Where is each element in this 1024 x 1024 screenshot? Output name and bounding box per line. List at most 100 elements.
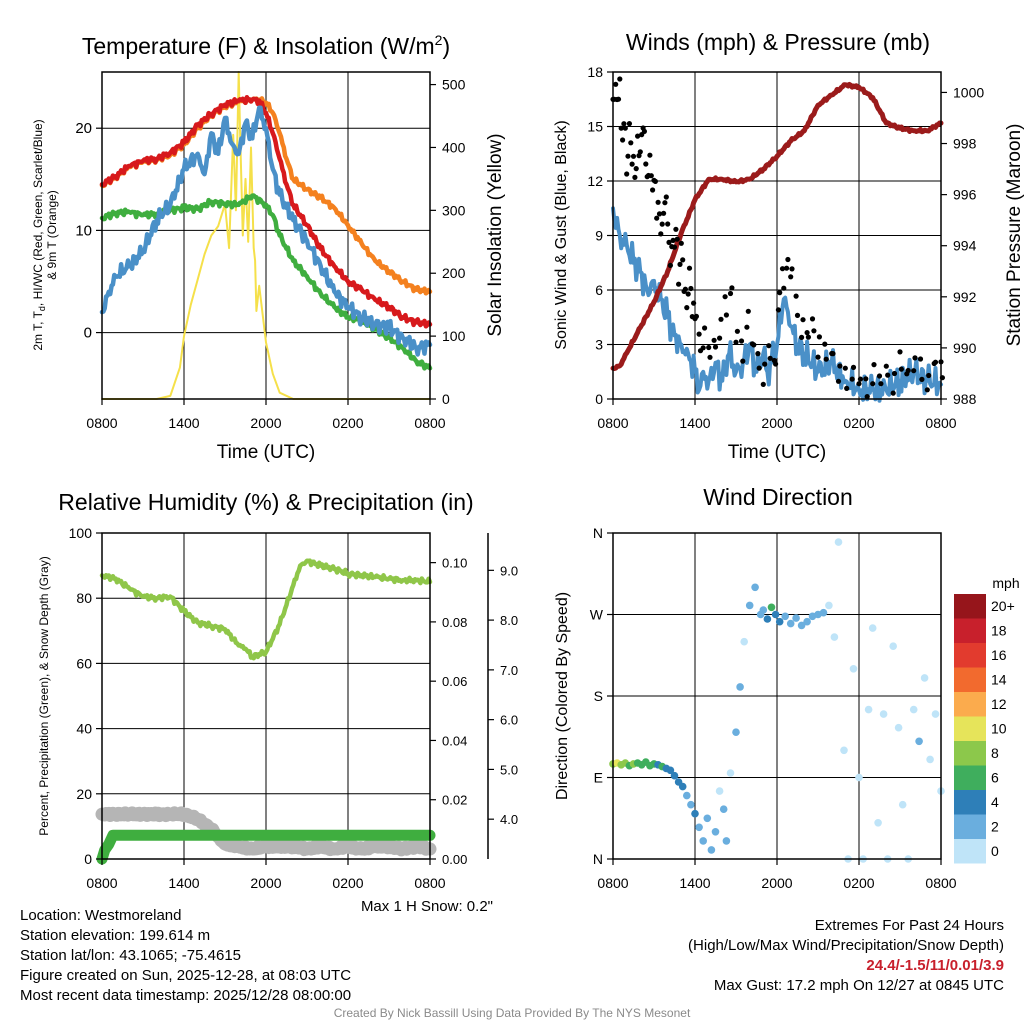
y-tick-label: 500 [442, 77, 466, 93]
temp-panel: Temperature (F) & Insolation (W/m2) 0800… [31, 32, 506, 463]
y-tick-label: 8.0 [500, 613, 518, 628]
gust-point [677, 261, 683, 267]
precip-line [96, 829, 436, 865]
y-tick-label: 996 [953, 187, 977, 203]
legend-swatch [954, 790, 986, 815]
dir-panel: Wind Direction 0800 1400 2000 0200 0800 N E S W… [554, 484, 1020, 891]
gust-point [788, 274, 794, 280]
x-tick-label: 0800 [414, 415, 445, 431]
rh-y-ticks: 0 20 40 60 80 100 [69, 525, 102, 867]
temp-y-ticks: 0 10 20 [75, 120, 102, 342]
direction-point [722, 837, 731, 845]
figure-created: Figure created on Sun, 2025-12-28, at 08… [20, 967, 352, 984]
gust-point [722, 294, 728, 300]
gust-point [723, 312, 730, 318]
legend-swatch [954, 692, 986, 717]
y-tick-label: W [590, 607, 604, 623]
extremes-subtitle: (High/Low/Max Wind/Precipitation/Snow De… [688, 937, 1004, 954]
direction-point [834, 538, 843, 546]
direction-point [931, 710, 940, 718]
direction-point [909, 705, 918, 714]
rh-y-label: Percent, Precipitation (Green), & Snow D… [37, 556, 51, 835]
gust-point [676, 281, 682, 287]
gust-point [762, 361, 768, 367]
recent-timestamp: Most recent data timestamp: 2025/12/28 0… [20, 987, 352, 1004]
y-tick-label: 6.0 [500, 713, 518, 728]
wind-series-layer [610, 76, 946, 403]
gust-point [890, 390, 896, 396]
gust-point [785, 256, 791, 263]
rh-y3-ticks: 4.0 5.0 6.0 7.0 8.0 9.0 [488, 563, 518, 827]
x-tick-label: 0200 [843, 415, 874, 431]
wind-x-ticks: 0800 1400 2000 0200 0800 [597, 399, 957, 431]
wind-y-ticks: 0 3 6 9 12 15 18 [587, 64, 613, 407]
direction-point [719, 805, 728, 813]
gust-point [849, 376, 855, 382]
gust-point [717, 335, 723, 341]
gust-point [917, 356, 924, 362]
gust-point [800, 317, 806, 323]
x-tick-label: 2000 [761, 415, 792, 431]
y-tick-label: 0.10 [442, 556, 467, 571]
direction-point [759, 606, 768, 614]
gust-point [932, 359, 939, 365]
direction-point [825, 601, 833, 610]
gust-point [613, 81, 619, 87]
gust-point [794, 312, 801, 318]
gust-point [799, 334, 805, 340]
temp-y2-label: Solar Insolation (Yellow) [485, 133, 506, 336]
direction-point [797, 621, 806, 630]
y-tick-label: 9 [595, 228, 603, 244]
direction-point [670, 771, 679, 780]
gust-point [629, 161, 635, 167]
gust-point [628, 140, 634, 146]
x-tick-label: 0200 [843, 875, 874, 891]
gust-point [863, 376, 869, 382]
y-tick-label: 0.00 [442, 852, 467, 867]
y-tick-label: 0.02 [442, 793, 467, 808]
direction-point [666, 766, 675, 775]
gust-point [615, 96, 622, 102]
dir-y-label: Direction (Colored By Speed) [554, 592, 571, 800]
y-tick-label: 0.08 [442, 615, 467, 630]
dir-legend-title: mph [992, 575, 1019, 591]
gust-point [711, 337, 717, 343]
gust-point [712, 344, 719, 350]
direction-point [740, 637, 748, 646]
gust-point [773, 361, 779, 367]
x-tick-label: 0800 [86, 415, 117, 431]
gust-point [815, 354, 821, 360]
gust-point [702, 325, 708, 331]
gust-point [912, 355, 918, 361]
gust-point [878, 381, 884, 387]
gust-point [734, 328, 741, 334]
gust-point [856, 381, 862, 387]
direction-point [711, 828, 720, 836]
gust-point [870, 381, 876, 387]
gust-point [823, 356, 829, 362]
gust-point [835, 378, 842, 384]
station-location: Location: Westmoreland [20, 907, 182, 924]
y-tick-label: 15 [587, 119, 603, 135]
direction-point [736, 683, 744, 691]
legend-swatch [954, 765, 986, 790]
gust-point [685, 291, 691, 297]
gust-point [696, 331, 702, 337]
legend-label: 0 [991, 843, 999, 859]
x-tick-label: 2000 [250, 875, 281, 891]
gust-point [767, 355, 773, 361]
legend-label: 20+ [991, 598, 1015, 614]
direction-point [868, 624, 877, 632]
direction-point [803, 617, 811, 626]
y-tick-label: 0 [442, 391, 450, 407]
gust-point [707, 354, 713, 360]
y-tick-label: 12 [587, 173, 603, 189]
gust-point [652, 178, 659, 184]
gust-point [729, 285, 735, 291]
direction-point [726, 769, 735, 777]
gust-point [775, 307, 782, 313]
y-tick-label: 10 [75, 222, 92, 239]
gust-point [755, 351, 761, 357]
rh-y2-ticks: 0.00 0.02 0.04 0.06 0.08 0.10 [430, 556, 467, 867]
gust-point [662, 200, 668, 206]
